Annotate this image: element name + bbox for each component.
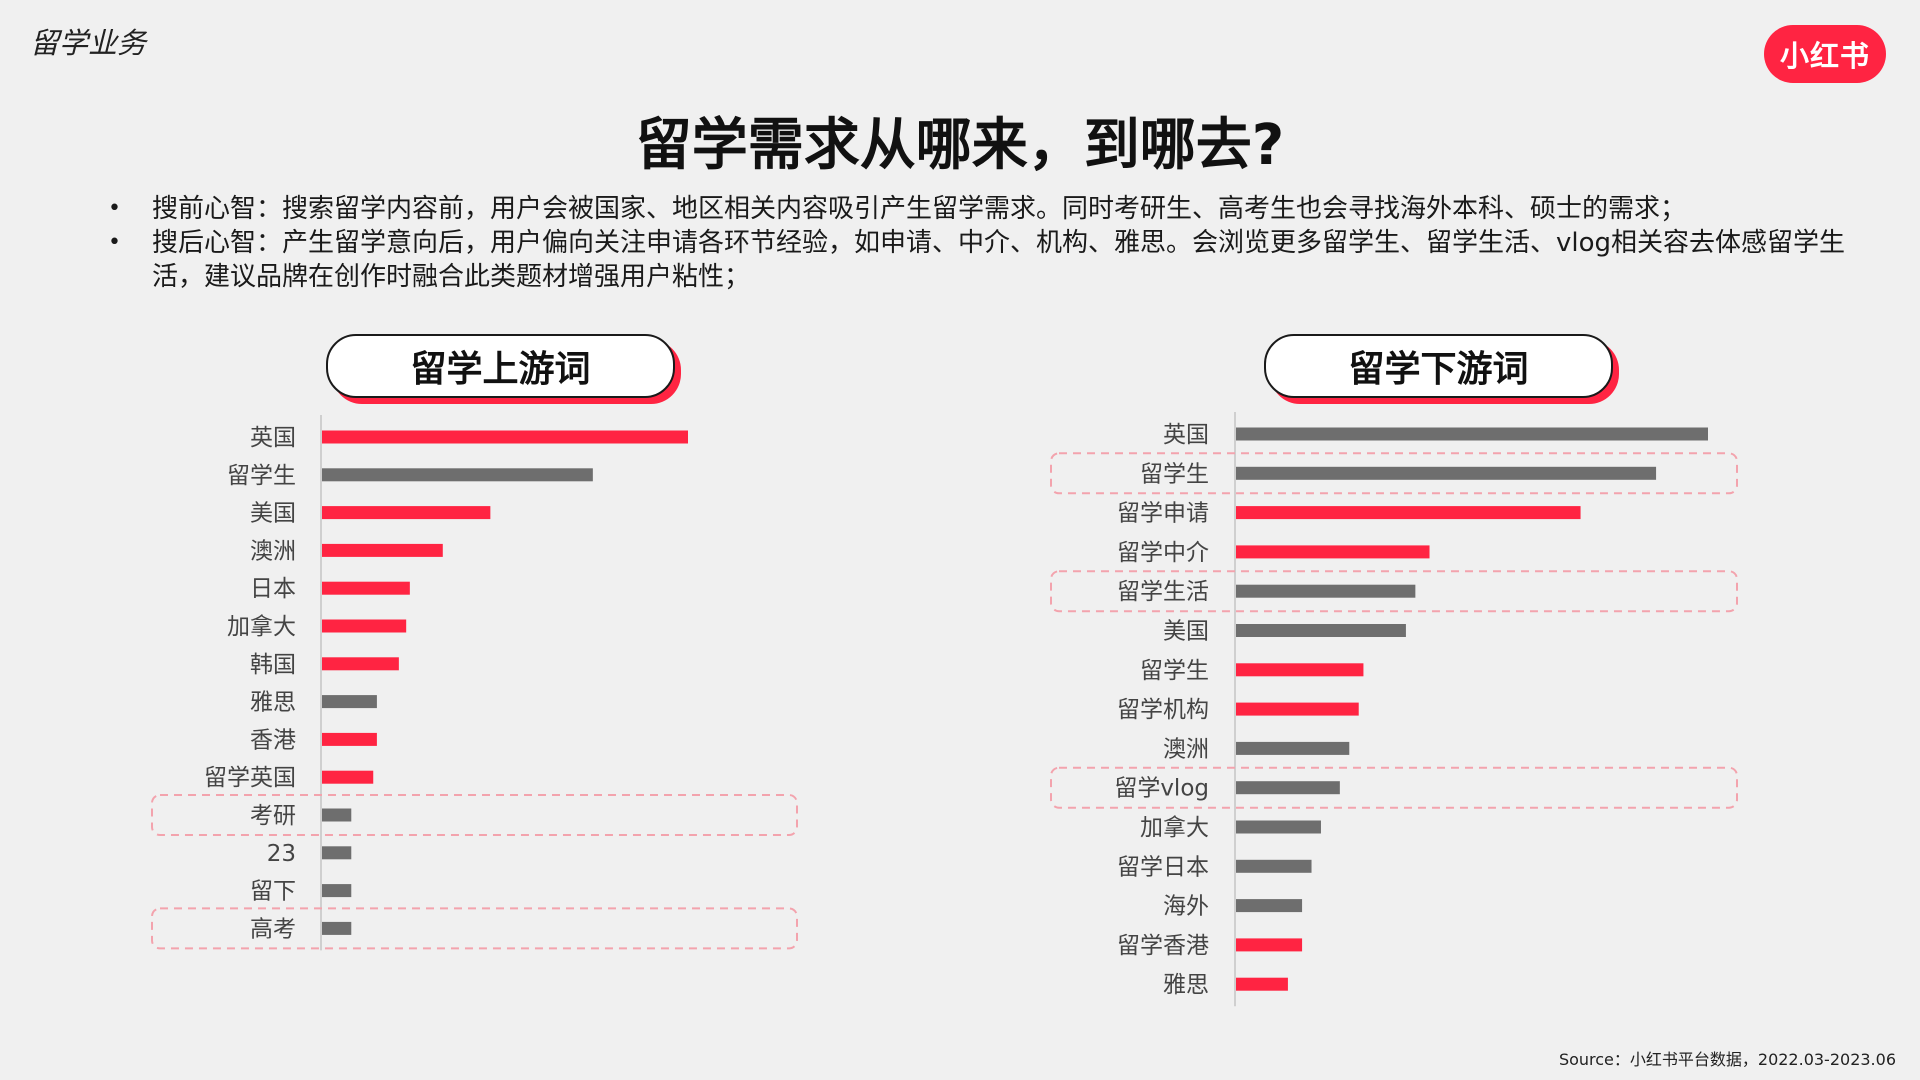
bullet-list: • 搜前心智：搜索留学内容前，用户会被国家、地区相关内容吸引产生留学需求。同时考… — [100, 192, 1860, 294]
downstream-bar — [1236, 702, 1359, 716]
upstream-bar — [322, 884, 352, 898]
upstream-bar — [322, 846, 352, 860]
upstream-category-label: 23 — [267, 841, 296, 867]
downstream-bar — [1236, 820, 1321, 834]
downstream-category-label: 留学生 — [1140, 658, 1209, 684]
downstream-category-label: 留学日本 — [1117, 854, 1209, 880]
upstream-category-label: 留学英国 — [204, 765, 296, 791]
downstream-category-label: 留学生活 — [1117, 579, 1209, 605]
upstream-category-label: 高考 — [250, 916, 296, 942]
upstream-bar — [322, 581, 410, 595]
downstream-bar — [1236, 584, 1416, 598]
upstream-category-label: 加拿大 — [227, 613, 296, 640]
page-title: 留学需求从哪来，到哪去? — [635, 113, 1285, 178]
bullet-dot-icon: • — [108, 230, 121, 255]
bullet-item: • 搜前心智：搜索留学内容前，用户会被国家、地区相关内容吸引产生留学需求。同时考… — [100, 192, 1860, 226]
bullet-item: • 搜后心智：产生留学意向后，用户偏向关注申请各环节经验，如申请、中介、机构、雅… — [100, 226, 1860, 294]
downstream-bar — [1236, 741, 1350, 755]
upstream-bar — [322, 619, 407, 633]
downstream-bar — [1236, 427, 1708, 441]
downstream-category-label: 美国 — [1163, 619, 1209, 645]
upstream-category-label: 香港 — [250, 727, 296, 753]
bullet-dot-icon: • — [108, 196, 121, 221]
downstream-category-label: 留学中介 — [1117, 540, 1209, 566]
bullet-text: 搜后心智：产生留学意向后，用户偏向关注申请各环节经验，如申请、中介、机构、雅思。… — [152, 228, 1846, 292]
upstream-bar — [322, 732, 377, 746]
downstream-category-label: 留学vlog — [1114, 776, 1209, 802]
downstream-category-label: 海外 — [1163, 894, 1209, 920]
upstream-category-label: 英国 — [250, 425, 296, 451]
downstream-category-label: 雅思 — [1163, 972, 1209, 998]
source-note: Source：小红书平台数据，2022.03-2023.06 — [1558, 1050, 1896, 1069]
upstream-category-label: 美国 — [250, 501, 296, 527]
downstream-bar — [1236, 899, 1303, 913]
upstream-bar — [322, 695, 377, 709]
upstream-category-label: 留学生 — [227, 463, 296, 489]
downstream-category-label: 留学机构 — [1117, 697, 1209, 723]
downstream-highlight-box — [1050, 570, 1738, 613]
upstream-category-label: 考研 — [250, 803, 296, 829]
downstream-chart-title: 留学下游词 — [1264, 334, 1613, 398]
downstream-bar — [1236, 545, 1430, 559]
downstream-bar — [1236, 624, 1406, 637]
upstream-bar — [322, 921, 352, 935]
downstream-bar — [1236, 506, 1581, 520]
downstream-bar — [1236, 663, 1364, 677]
downstream-category-label: 留学香港 — [1117, 933, 1209, 959]
upstream-chart-title: 留学上游词 — [326, 334, 675, 398]
downstream-bar — [1236, 466, 1657, 480]
downstream-bar — [1236, 859, 1312, 873]
upstream-bar — [322, 543, 443, 557]
downstream-category-label: 留学生 — [1140, 461, 1209, 487]
downstream-highlight-box — [1050, 452, 1738, 495]
upstream-bar — [322, 468, 593, 482]
bullet-text: 搜前心智：搜索留学内容前，用户会被国家、地区相关内容吸引产生留学需求。同时考研生… — [152, 194, 1687, 224]
upstream-category-label: 日本 — [250, 576, 296, 602]
upstream-highlight-box — [151, 907, 798, 950]
upstream-category-label: 留下 — [250, 879, 296, 905]
downstream-bar — [1236, 938, 1303, 952]
section-label: 留学业务 — [30, 26, 147, 60]
upstream-bar — [322, 770, 374, 784]
upstream-category-label: 澳洲 — [250, 538, 296, 564]
upstream-bar — [322, 430, 688, 444]
upstream-bar — [322, 506, 491, 520]
downstream-category-label: 留学申请 — [1117, 501, 1209, 527]
downstream-bar — [1236, 781, 1340, 795]
downstream-category-label: 澳洲 — [1163, 736, 1209, 762]
upstream-highlight-box — [151, 794, 798, 836]
downstream-bar — [1236, 977, 1288, 991]
downstream-category-label: 加拿大 — [1140, 814, 1209, 841]
upstream-bar — [322, 657, 399, 671]
upstream-bar — [322, 808, 352, 822]
upstream-category-label: 韩国 — [250, 652, 296, 678]
downstream-highlight-box — [1050, 766, 1738, 809]
downstream-category-label: 英国 — [1163, 422, 1209, 448]
xiaohongshu-logo: 小红书 — [1764, 25, 1886, 83]
upstream-category-label: 雅思 — [250, 690, 296, 716]
